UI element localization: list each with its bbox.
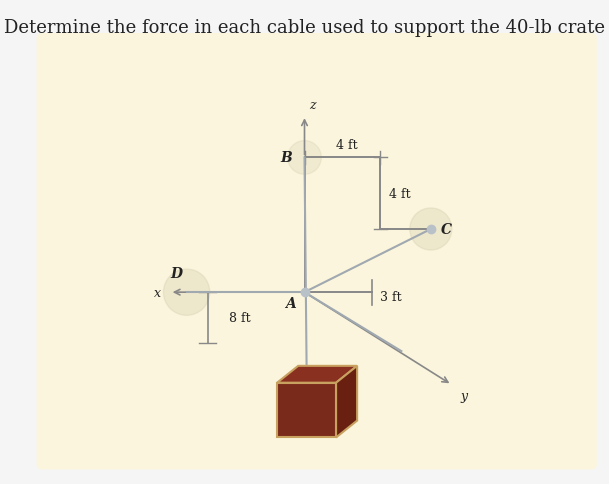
Text: x: x bbox=[154, 286, 161, 299]
Text: 4 ft: 4 ft bbox=[389, 187, 410, 200]
Circle shape bbox=[410, 209, 452, 251]
Text: 3 ft: 3 ft bbox=[380, 290, 402, 303]
Text: B: B bbox=[280, 151, 292, 165]
Circle shape bbox=[287, 141, 322, 175]
Polygon shape bbox=[277, 366, 357, 383]
Text: y: y bbox=[460, 389, 468, 402]
Text: 8 ft: 8 ft bbox=[229, 311, 250, 324]
Text: A: A bbox=[286, 297, 296, 311]
Text: Determine the force in each cable used to support the 40-lb crate: Determine the force in each cable used t… bbox=[4, 19, 605, 37]
Text: D: D bbox=[171, 266, 183, 280]
Text: C: C bbox=[442, 223, 452, 237]
Text: z: z bbox=[309, 99, 315, 112]
Text: 4 ft: 4 ft bbox=[336, 139, 357, 152]
Polygon shape bbox=[336, 366, 357, 438]
Circle shape bbox=[163, 270, 209, 316]
Polygon shape bbox=[277, 383, 336, 438]
